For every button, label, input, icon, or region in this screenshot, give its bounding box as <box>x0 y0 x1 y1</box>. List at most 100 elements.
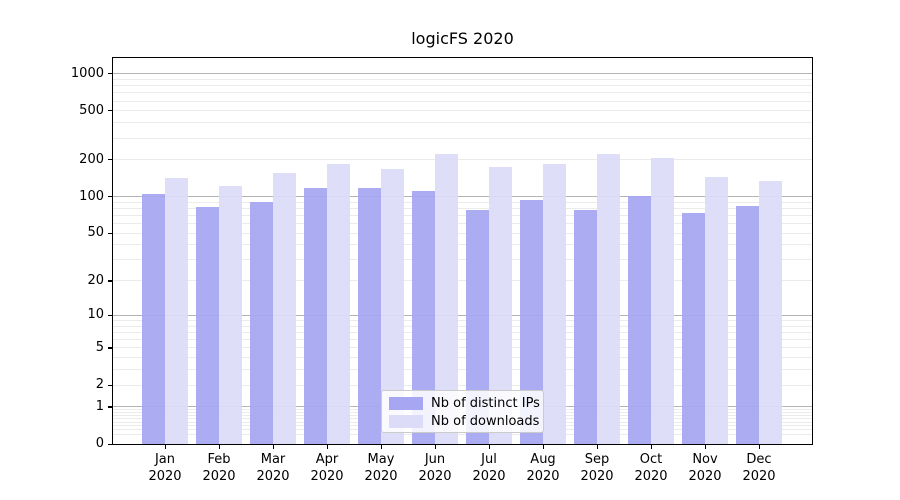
bar-distinct-ips-dec <box>736 205 759 444</box>
x-tick-label-jun: Jun 2020 <box>418 452 452 484</box>
legend-label-downloads: Nb of downloads <box>431 414 540 429</box>
gridline-minor <box>113 232 812 234</box>
x-tick-mark <box>380 445 382 449</box>
bar-distinct-ips-jun <box>412 190 435 444</box>
gridline-major <box>113 73 812 75</box>
y-tick-mark <box>108 384 112 386</box>
bar-downloads-jan <box>165 177 188 444</box>
bar-downloads-may <box>381 169 404 444</box>
gridline-minor <box>113 78 812 80</box>
y-tick-mark <box>108 159 112 161</box>
bar-downloads-aug <box>543 163 566 444</box>
y-tick-mark <box>108 232 112 234</box>
legend-item-downloads: Nb of downloads <box>389 414 539 429</box>
legend-swatch-distinct-ips <box>389 397 423 410</box>
bar-distinct-ips-apr <box>304 188 327 444</box>
bar-distinct-ips-oct <box>628 195 651 444</box>
bar-distinct-ips-jul <box>466 209 489 444</box>
x-tick-mark <box>164 445 166 449</box>
gridline-minor <box>113 320 812 322</box>
bar-downloads-dec <box>759 180 782 444</box>
bar-downloads-nov <box>705 176 728 444</box>
gridline-minor <box>113 122 812 124</box>
y-tick-label-50: 50 <box>87 225 104 241</box>
x-tick-mark <box>488 445 490 449</box>
y-tick-label-100: 100 <box>79 188 104 204</box>
x-tick-mark <box>272 445 274 449</box>
legend-swatch-downloads <box>389 415 423 428</box>
bar-downloads-oct <box>651 157 674 444</box>
gridline-minor <box>113 100 812 102</box>
x-tick-mark <box>704 445 706 449</box>
x-tick-label-jan: Jan 2020 <box>148 452 182 484</box>
x-tick-label-dec: Dec 2020 <box>742 452 776 484</box>
gridline-minor <box>113 433 812 435</box>
gridline-minor <box>113 259 812 261</box>
x-tick-mark <box>596 445 598 449</box>
gridline-minor <box>113 85 812 87</box>
gridline-minor <box>113 223 812 225</box>
x-tick-label-sep: Sep 2020 <box>580 452 614 484</box>
y-tick-mark <box>108 73 112 75</box>
bar-distinct-ips-nov <box>682 213 705 444</box>
gridline-minor <box>113 201 812 203</box>
gridline-minor <box>113 332 812 334</box>
x-tick-label-oct: Oct 2020 <box>634 452 668 484</box>
bar-downloads-jul <box>489 167 512 444</box>
x-tick-label-mar: Mar 2020 <box>256 452 290 484</box>
gridline-minor <box>113 325 812 327</box>
chart-title: logicFS 2020 <box>411 29 514 48</box>
bar-downloads-apr <box>327 164 350 444</box>
x-tick-mark <box>326 445 328 449</box>
y-tick-label-10: 10 <box>87 307 104 323</box>
gridline-minor <box>113 244 812 246</box>
gridline-minor <box>113 215 812 217</box>
y-tick-mark <box>108 314 112 317</box>
x-tick-mark <box>218 445 220 449</box>
gridline-major <box>113 314 812 316</box>
bar-downloads-jun <box>435 154 458 444</box>
bar-distinct-ips-aug <box>520 199 543 444</box>
y-tick-mark <box>108 196 112 198</box>
x-tick-label-nov: Nov 2020 <box>688 452 722 484</box>
x-tick-label-may: May 2020 <box>364 452 398 484</box>
legend-item-distinct-ips: Nb of distinct IPs <box>389 396 540 411</box>
bar-distinct-ips-feb <box>196 207 219 444</box>
gridline-minor <box>113 357 812 359</box>
y-tick-mark <box>108 347 112 349</box>
gridline-minor <box>113 207 812 209</box>
bar-distinct-ips-sep <box>574 209 597 444</box>
bar-distinct-ips-jan <box>142 194 165 444</box>
gridline-minor <box>113 92 812 94</box>
gridline-major <box>113 196 812 198</box>
x-tick-label-jul: Jul 2020 <box>472 452 506 484</box>
y-tick-label-1000: 1000 <box>70 65 104 81</box>
x-tick-mark <box>758 445 760 449</box>
y-tick-label-2: 2 <box>95 377 104 393</box>
y-tick-label-0: 0 <box>95 436 104 451</box>
x-tick-label-feb: Feb 2020 <box>202 452 236 484</box>
x-tick-label-aug: Aug 2020 <box>526 452 560 484</box>
gridline-minor <box>113 137 812 139</box>
bar-distinct-ips-may <box>358 188 381 444</box>
y-tick-mark <box>108 110 112 112</box>
gridline-minor <box>113 159 812 161</box>
y-tick-label-500: 500 <box>79 102 104 118</box>
gridline-minor <box>113 369 812 371</box>
bar-downloads-mar <box>273 172 296 444</box>
x-tick-mark <box>434 445 436 449</box>
y-tick-label-20: 20 <box>87 272 104 288</box>
gridline-minor <box>113 339 812 341</box>
gridline-minor <box>113 280 812 282</box>
x-tick-mark <box>650 445 652 449</box>
gridline-minor <box>113 384 812 386</box>
legend: Nb of distinct IPs Nb of downloads <box>381 390 544 433</box>
plot-area <box>112 57 813 445</box>
x-tick-label-apr: Apr 2020 <box>310 452 344 484</box>
y-tick-label-200: 200 <box>79 151 104 167</box>
y-tick-mark <box>108 443 112 445</box>
gridline-minor <box>113 347 812 349</box>
y-tick-mark <box>108 406 112 408</box>
y-tick-label-1: 1 <box>95 398 104 414</box>
y-tick-label-5: 5 <box>95 339 104 355</box>
